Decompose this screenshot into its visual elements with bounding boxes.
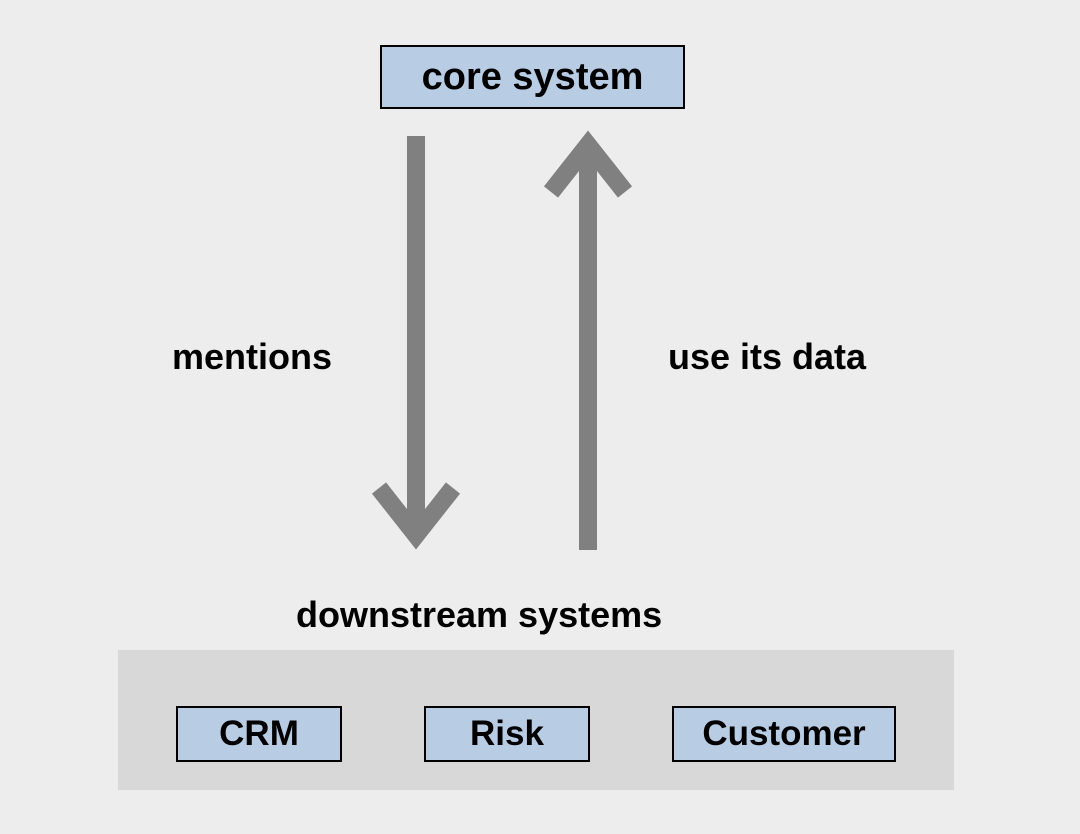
node-core-system: core system (380, 45, 685, 109)
arrow-down-icon (370, 136, 462, 544)
label-mentions: mentions (172, 336, 332, 378)
label-use-data: use its data (668, 336, 866, 378)
node-crm: CRM (176, 706, 342, 762)
node-customer-label: Customer (702, 714, 865, 754)
node-risk-label: Risk (470, 714, 544, 754)
arrow-up-icon (542, 136, 634, 550)
node-crm-label: CRM (219, 714, 299, 754)
node-core-system-label: core system (422, 56, 644, 99)
node-risk: Risk (424, 706, 590, 762)
label-downstream: downstream systems (296, 594, 662, 636)
node-customer: Customer (672, 706, 896, 762)
